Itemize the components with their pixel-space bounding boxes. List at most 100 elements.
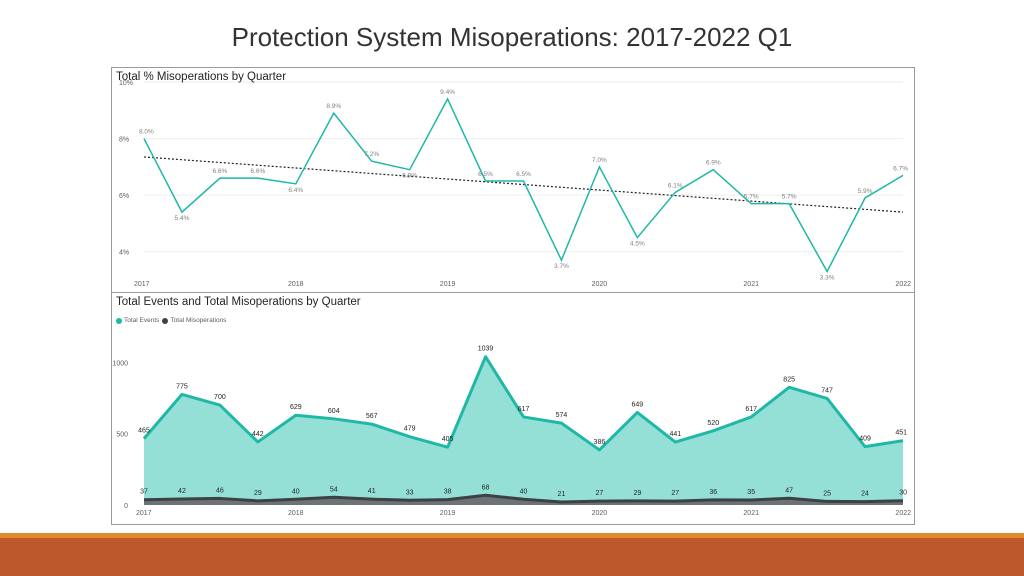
data-label: 5.4% [175,215,190,222]
series-line-percent-misoperations [143,97,904,274]
data-label-total-events: 442 [252,431,264,438]
data-label-total-events: 386 [594,439,606,446]
data-label: 3.3% [820,275,835,282]
data-label: 5.9% [858,188,873,195]
x-tick-label: 2022 [895,510,911,517]
x-tick-label: 2021 [743,281,759,288]
data-label-total-misoperations: 40 [520,488,528,495]
x-tick-label: 2017 [136,510,152,517]
footer-band-orange [0,533,1024,538]
data-label: 6.9% [706,160,721,167]
x-tick-label: 2022 [895,281,911,288]
data-label-total-misoperations: 30 [899,490,907,497]
footer-band-rust [0,538,1024,576]
data-label-total-misoperations: 24 [861,491,869,498]
chart2-legend: Total Events Total Misoperations [116,317,229,324]
data-label: 6.6% [250,168,265,175]
y-tick-label: 0 [124,503,128,510]
legend-label-total-events: Total Events [124,317,160,324]
y-tick-label: 10% [119,80,133,87]
data-label-total-misoperations: 37 [140,489,148,496]
data-label-total-events: 649 [632,401,644,408]
legend-item-total-misoperations[interactable]: Total Misoperations [162,317,226,324]
data-label-total-events: 441 [669,431,681,438]
data-label: 8.0% [139,129,154,136]
trend-line [143,156,904,213]
data-label-total-misoperations: 35 [747,489,755,496]
percent-misoperations-line-chart: 4% 6% 8% 10% 2017 2018 2019 2020 2021 2022 8.0% 5.4… [119,80,911,288]
data-label-total-misoperations: 33 [406,489,414,496]
data-label-total-events: 700 [214,394,226,401]
x-tick-label: 2017 [134,281,150,288]
data-label-total-events: 574 [556,412,568,419]
data-label-total-misoperations: 41 [368,488,376,495]
area-total-events [144,356,903,505]
chart1-title: Total % Misoperations by Quarter [116,71,287,83]
legend-marker-total-misoperations [162,317,169,324]
y-tick-label: 8% [119,137,129,144]
data-label-total-misoperations: 27 [671,490,679,497]
data-label-total-misoperations: 54 [330,486,338,493]
x-tick-label: 2019 [440,510,456,517]
data-label-total-events: 629 [290,404,302,411]
data-label-total-misoperations: 68 [482,484,490,491]
data-label-total-events: 465 [138,428,150,435]
y-tick-label: 6% [119,193,129,200]
data-label-total-misoperations: 27 [596,490,604,497]
data-label-total-events: 604 [328,408,340,415]
data-label-total-misoperations: 21 [558,491,566,498]
chart2-title: Total Events and Total Misoperations by … [116,296,361,308]
data-label: 6.4% [288,187,303,194]
data-label-total-misoperations: 29 [254,490,262,497]
series-line-total-misoperations [143,493,904,504]
data-label-total-misoperations: 46 [216,487,224,494]
events-misoperations-area-chart: 0 500 1000 2017 2018 2019 2020 2021 2022 465 775 70… [112,346,911,517]
data-label-total-misoperations: 42 [178,488,186,495]
data-label: 5.7% [782,194,797,201]
slide-title: Protection System Misoperations: 2017-20… [231,22,793,52]
data-label-total-misoperations: 40 [292,488,300,495]
data-label-total-events: 747 [821,387,833,394]
data-label: 6.5% [478,171,493,178]
x-tick-label: 2018 [288,510,304,517]
data-label: 9.4% [440,89,455,96]
data-label-total-events: 617 [518,406,530,413]
y-tick-label: 1000 [112,360,128,367]
y-tick-label: 4% [119,250,129,257]
x-tick-label: 2019 [440,281,456,288]
y-tick-label: 500 [116,432,128,439]
data-label-total-events: 409 [859,436,871,443]
data-label: 4.5% [630,241,645,248]
series-line-total-events [142,355,904,452]
data-label-total-events: 479 [404,426,416,433]
data-label-total-events: 405 [442,436,454,443]
data-label: 8.9% [326,103,341,110]
data-label-total-misoperations: 36 [709,489,717,496]
data-label: 6.5% [516,171,531,178]
data-label: 5.7% [744,194,759,201]
data-label-total-events: 825 [783,376,795,383]
legend-label-total-misoperations: Total Misoperations [170,317,227,324]
data-label-total-misoperations: 38 [444,489,452,496]
data-label: 6.6% [212,168,227,175]
data-label: 7.0% [592,157,607,164]
x-tick-label: 2020 [592,510,608,517]
data-label-total-events: 567 [366,413,378,420]
x-tick-label: 2021 [743,510,759,517]
events-misoperations-chart-panel[interactable]: 0 500 1000 2017 2018 2019 2020 2021 2022 465 775 70… [111,292,915,525]
x-tick-label: 2020 [592,281,608,288]
data-label: 6.7% [893,165,908,172]
data-label: 6.9% [402,173,417,180]
data-label-total-events: 520 [707,420,719,427]
data-label: 7.2% [364,151,379,158]
data-label-total-events: 451 [895,430,907,437]
data-label: 3.7% [554,263,569,270]
x-tick-label: 2018 [288,281,304,288]
legend-item-total-events[interactable]: Total Events [116,317,159,324]
data-label-total-events: 775 [176,383,188,390]
data-label: 6.1% [668,182,683,189]
data-label-total-events: 1039 [478,346,494,353]
percent-misoperations-chart-panel[interactable]: 4% 6% 8% 10% 2017 2018 2019 2020 2021 2022 8.0% 5.4… [111,67,915,294]
data-label-total-misoperations: 25 [823,490,831,497]
data-label-total-misoperations: 47 [785,487,793,494]
